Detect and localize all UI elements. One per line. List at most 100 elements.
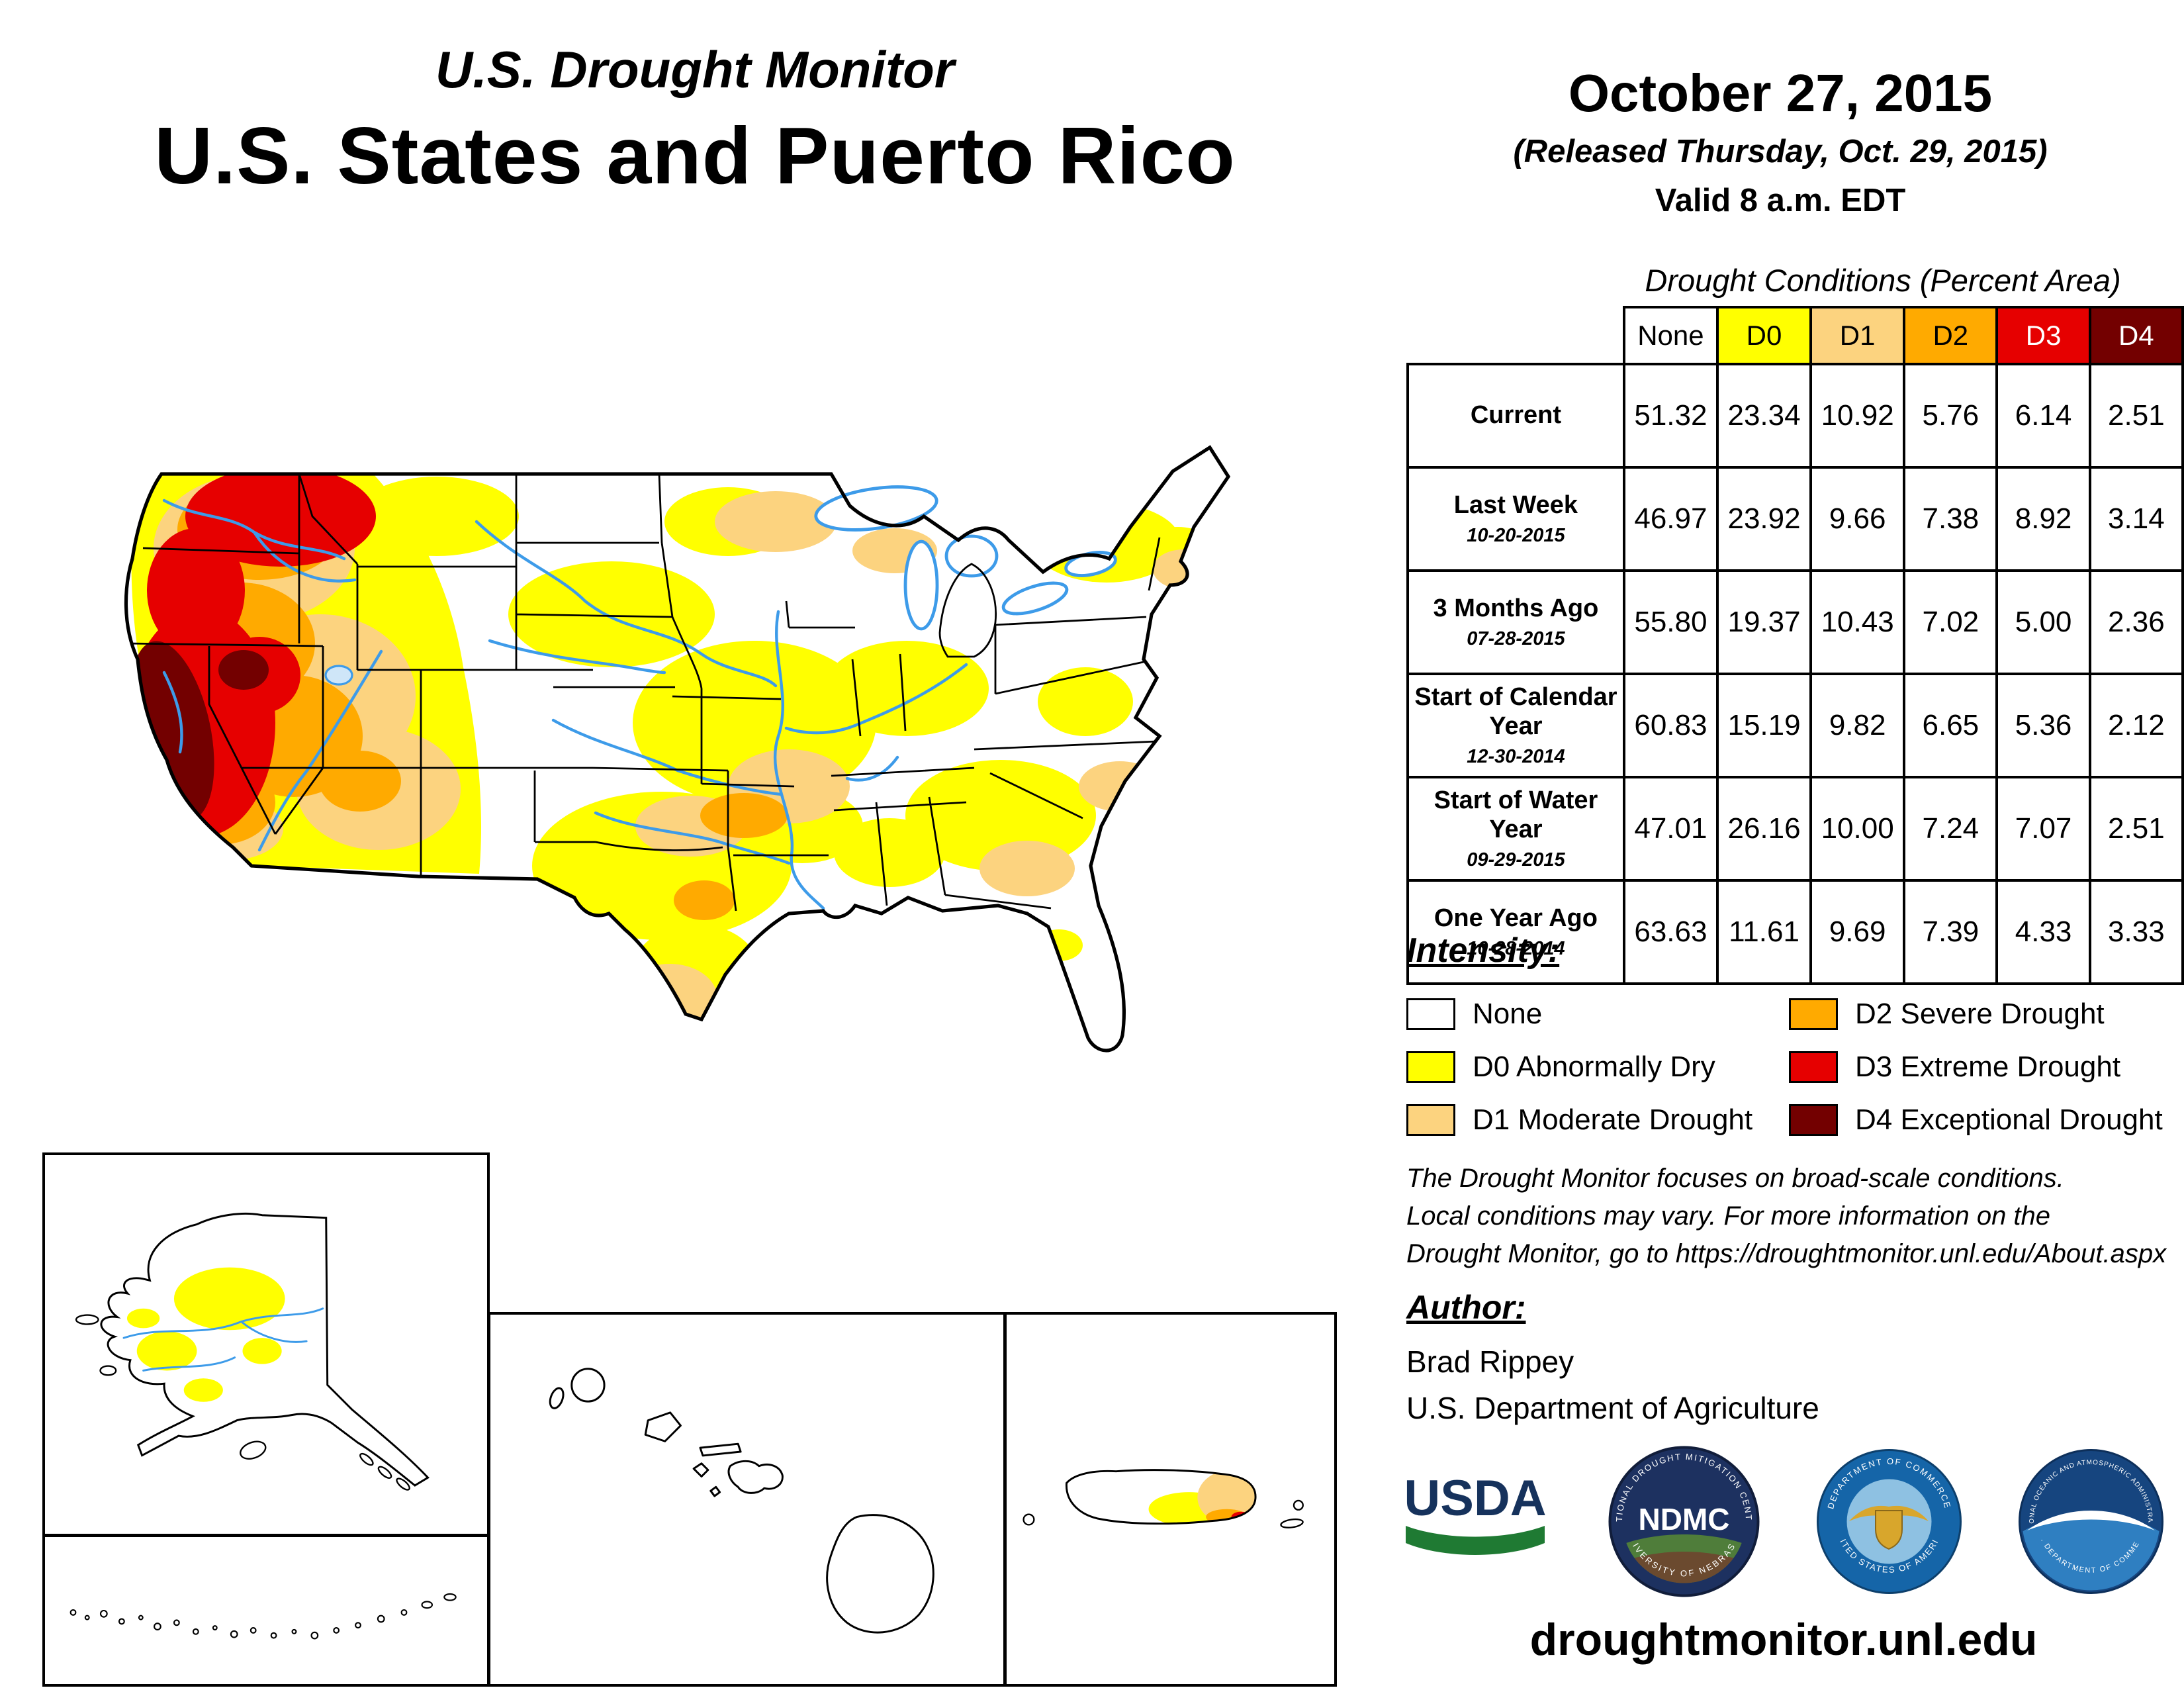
cell-value: 10.43 [1809, 569, 1906, 675]
table-row: Current 51.32 23.34 10.92 5.76 6.14 2.51 [1406, 363, 2184, 469]
table-row: 3 Months Ago 07-28-2015 55.80 19.37 10.43… [1406, 569, 2184, 675]
table-row: Start of Calendar Year 12-30-2014 60.83 1… [1406, 673, 2184, 778]
cell-value: 9.69 [1809, 879, 1906, 985]
row-date: 10-28-2014 [1467, 938, 1565, 960]
alaska-inset [42, 1152, 490, 1536]
commerce-logo: DEPARTMENT OF COMMERCE UNITED STATES OF … [1815, 1447, 1962, 1594]
cell-value: 63.63 [1622, 879, 1719, 985]
intensity-legend: None D0 Abnormally Dry D1 Moderate Droug… [1406, 988, 2171, 1147]
disclaimer: The Drought Monitor focuses on broad-sca… [1406, 1160, 2166, 1272]
cell-value: 2.12 [2088, 673, 2184, 778]
cell-value: 23.34 [1715, 363, 1813, 469]
great-salt-lake [324, 665, 353, 686]
row-label: One Year Ago [1433, 904, 1598, 932]
author-title: Author: [1406, 1289, 1526, 1326]
cell-value: 10.92 [1809, 363, 1906, 469]
col-header-d4: D4 [2088, 306, 2184, 365]
cell-value: 5.76 [1903, 363, 1999, 469]
legend-item-d3: D3 Extreme Drought [1789, 1041, 2171, 1094]
cell-value: 9.82 [1809, 673, 1906, 778]
cell-value: 4.33 [1995, 879, 2091, 985]
cell-value: 5.36 [1995, 673, 2091, 778]
legend-swatch [1406, 998, 1455, 1030]
cell-value: 26.16 [1715, 776, 1813, 882]
col-header-none: None [1622, 306, 1719, 365]
cell-value: 7.39 [1903, 879, 1999, 985]
legend-label: D3 Extreme Drought [1855, 1051, 2121, 1083]
cell-value: 2.51 [2088, 363, 2184, 469]
cell-value: 19.37 [1715, 569, 1813, 675]
ndmc-earth-brown [1622, 1551, 1746, 1583]
disclaimer-line: Local conditions may vary. For more info… [1406, 1201, 2051, 1231]
col-header-d1: D1 [1809, 306, 1906, 365]
table-corner [1408, 307, 1624, 364]
title-block: U.S. Drought Monitor U.S. States and Pue… [99, 40, 1291, 202]
cell-value: 7.02 [1903, 569, 1999, 675]
legend-item-d1: D1 Moderate Drought [1406, 1094, 1789, 1147]
puerto-rico-outline [1066, 1469, 1257, 1525]
author-name: Brad Rippey [1406, 1344, 1574, 1379]
legend-label: D0 Abnormally Dry [1473, 1051, 1715, 1083]
agency-logos: USDA NDMC NATIONAL DROUGHT MITIGATION CE… [1398, 1442, 2165, 1601]
cell-value: 2.51 [2088, 776, 2184, 882]
disclaimer-line: The Drought Monitor focuses on broad-sca… [1406, 1164, 2064, 1193]
cell-value: 60.83 [1622, 673, 1719, 778]
legend-label: D4 Exceptional Drought [1855, 1103, 2163, 1136]
cell-value: 51.32 [1622, 363, 1719, 469]
puerto-rico-small-islands [1023, 1499, 1304, 1528]
cell-value: 5.00 [1995, 569, 2091, 675]
page-title: U.S. States and Puerto Rico [154, 111, 1236, 201]
commerce-shield [1875, 1509, 1903, 1550]
cell-value: 2.36 [2088, 569, 2184, 675]
legend-swatch [1406, 1104, 1455, 1136]
legend-item-none: None [1406, 988, 1789, 1041]
legend-item-d0: D0 Abnormally Dry [1406, 1041, 1789, 1094]
site-url: droughtmonitor.unl.edu [1529, 1615, 2038, 1665]
noaa-ocean [2022, 1513, 2160, 1590]
row-date: 10-20-2015 [1467, 525, 1565, 547]
cell-value: 9.66 [1809, 466, 1906, 572]
cell-value: 10.00 [1809, 776, 1906, 882]
intensity-title: Intensity: [1406, 931, 1560, 970]
legend-swatch [1789, 1104, 1838, 1136]
table-row: Start of Water Year 09-29-2015 47.01 26.1… [1406, 776, 2184, 882]
noaa-logo: NATIONAL OCEANIC AND ATMOSPHERIC ADMINIS… [2017, 1447, 2163, 1594]
ndmc-wordmark: NDMC [1639, 1502, 1730, 1536]
legend-swatch [1789, 998, 1838, 1030]
alaska-islands [75, 1314, 410, 1491]
cell-value: 47.01 [1622, 776, 1719, 882]
noaa-gull-icon [2027, 1510, 2155, 1530]
valid-time: Valid 8 a.m. EDT [1655, 183, 1906, 218]
disclaimer-line: Drought Monitor, go to https://droughtmo… [1406, 1239, 2167, 1268]
row-label: 3 Months Ago [1433, 594, 1599, 622]
map-date: October 27, 2015 [1568, 64, 1993, 122]
table-header-row: None D0 D1 D2 D3 D4 [1408, 306, 2184, 365]
usda-logo: USDA [1404, 1472, 1547, 1555]
row-label: Current [1470, 401, 1562, 430]
date-block: October 27, 2015 (Released Thursday, Oct… [1403, 63, 2158, 219]
pr-d2-area [1206, 1509, 1248, 1524]
row-label: Last Week [1453, 491, 1578, 519]
row-date: 09-29-2015 [1467, 849, 1565, 871]
author-block: Author: Brad Rippey U.S. Department of A… [1406, 1288, 1819, 1426]
row-date: 12-30-2014 [1467, 746, 1565, 768]
legend-item-d4: D4 Exceptional Drought [1789, 1094, 2171, 1147]
ndmc-logo: NDMC NATIONAL DROUGHT MITIGATION CENTER … [1606, 1444, 1760, 1597]
cell-value: 15.19 [1715, 673, 1813, 778]
cell-value: 11.61 [1715, 879, 1813, 985]
aleutian-islands-inset [42, 1534, 490, 1687]
col-header-d0: D0 [1715, 306, 1813, 365]
cell-value: 8.92 [1995, 466, 2091, 572]
legend-label: D1 Moderate Drought [1473, 1103, 1753, 1136]
row-label: Start of Water Year [1433, 786, 1598, 843]
cell-value: 6.14 [1995, 363, 2091, 469]
usda-swoosh [1406, 1526, 1545, 1555]
alaska-outline [100, 1212, 430, 1487]
legend-swatch [1789, 1051, 1838, 1083]
cell-value: 55.80 [1622, 569, 1719, 675]
drought-conditions-table: None D0 D1 D2 D3 D4 Current 51.32 23.34 … [1406, 306, 2184, 985]
puerto-rico-inset [1004, 1312, 1337, 1687]
monitor-kicker: U.S. Drought Monitor [435, 40, 955, 99]
state-boundaries [126, 473, 1161, 912]
cell-value: 7.07 [1995, 776, 2091, 882]
